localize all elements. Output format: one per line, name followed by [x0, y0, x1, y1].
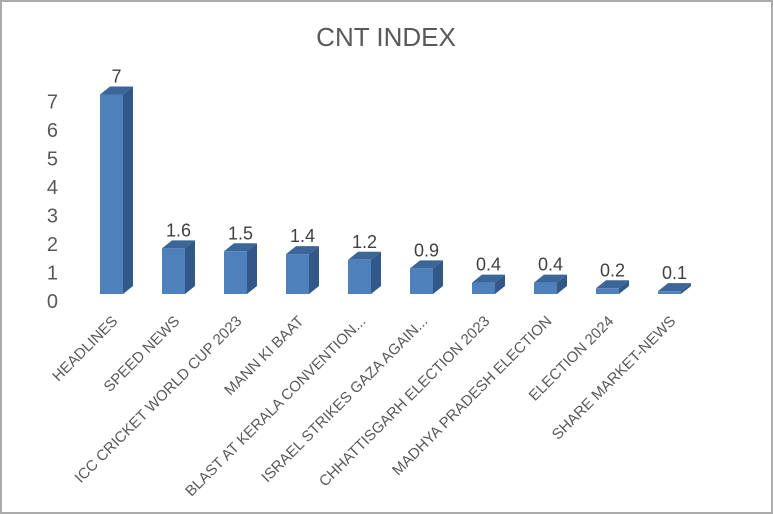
data-label-icc-cricket-world-cup-2023: 1.5 — [228, 223, 253, 243]
bar-headlines — [100, 94, 123, 294]
bar-side-face-blast-at-kerala-convention — [371, 251, 381, 294]
chart-title: CNT INDEX — [316, 22, 456, 52]
data-label-share-market-news: 0.1 — [662, 263, 687, 283]
bar-top-face-election-2024 — [596, 280, 629, 289]
bar-mann-ki-baat — [286, 254, 309, 294]
data-label-blast-at-kerala-convention: 1.2 — [352, 232, 377, 252]
data-label-chhattisgarh-election-2023: 0.4 — [476, 255, 501, 275]
bar-top-face-mann-ki-baat — [286, 246, 319, 255]
bar-top-face-chhattisgarh-election-2023 — [472, 274, 505, 283]
bar-top-face-icc-cricket-world-cup-2023 — [224, 243, 257, 252]
bar-top-face-blast-at-kerala-convention — [348, 251, 381, 260]
bar-side-face-election-2024 — [619, 280, 629, 294]
bar-top-face-share-market-news — [658, 283, 691, 292]
y-axis-tick-label: 0 — [47, 291, 58, 313]
bar-side-face-icc-cricket-world-cup-2023 — [247, 243, 257, 294]
y-axis-tick-label: 7 — [47, 92, 58, 114]
bar-election-2024 — [596, 288, 619, 294]
bar-side-face-madhya-pradesh-election — [557, 274, 567, 294]
bar-side-face-mann-ki-baat — [309, 246, 319, 294]
bar-blast-at-kerala-convention — [348, 259, 371, 294]
bar-top-face-israel-strikes-gaza-again — [410, 260, 443, 269]
y-axis-tick-label: 1 — [47, 263, 58, 285]
bar-side-face-share-market-news — [681, 283, 691, 294]
category-label-share-market-news: SHARE MARKET-NEWS — [549, 313, 679, 443]
bar-top-face-headlines — [100, 86, 133, 95]
y-axis-tick-label: 4 — [47, 177, 58, 199]
bar-icc-cricket-world-cup-2023 — [224, 251, 247, 294]
bar-side-face-speed-news — [185, 240, 195, 294]
bar-top-face-madhya-pradesh-election — [534, 274, 567, 283]
y-axis-tick-label: 6 — [47, 120, 58, 142]
bar-side-face-headlines — [123, 86, 133, 294]
bar-speed-news — [162, 248, 185, 294]
bar-israel-strikes-gaza-again — [410, 268, 433, 294]
bar-side-face-chhattisgarh-election-2023 — [495, 274, 505, 294]
data-label-israel-strikes-gaza-again: 0.9 — [414, 240, 439, 260]
bar-side-face-israel-strikes-gaza-again — [433, 260, 443, 294]
bar-madhya-pradesh-election — [534, 282, 557, 294]
bar-share-market-news — [658, 291, 681, 294]
data-label-madhya-pradesh-election: 0.4 — [538, 255, 563, 275]
data-label-speed-news: 1.6 — [166, 220, 191, 240]
bar-top-face-speed-news — [162, 240, 195, 249]
y-axis-tick-label: 2 — [47, 234, 58, 256]
y-axis-tick-label: 3 — [47, 206, 58, 228]
y-axis-tick-label: 5 — [47, 149, 58, 171]
data-label-mann-ki-baat: 1.4 — [290, 226, 315, 246]
data-label-headlines: 7 — [111, 67, 121, 87]
bar-chhattisgarh-election-2023 — [472, 282, 495, 294]
data-label-election-2024: 0.2 — [600, 260, 625, 280]
